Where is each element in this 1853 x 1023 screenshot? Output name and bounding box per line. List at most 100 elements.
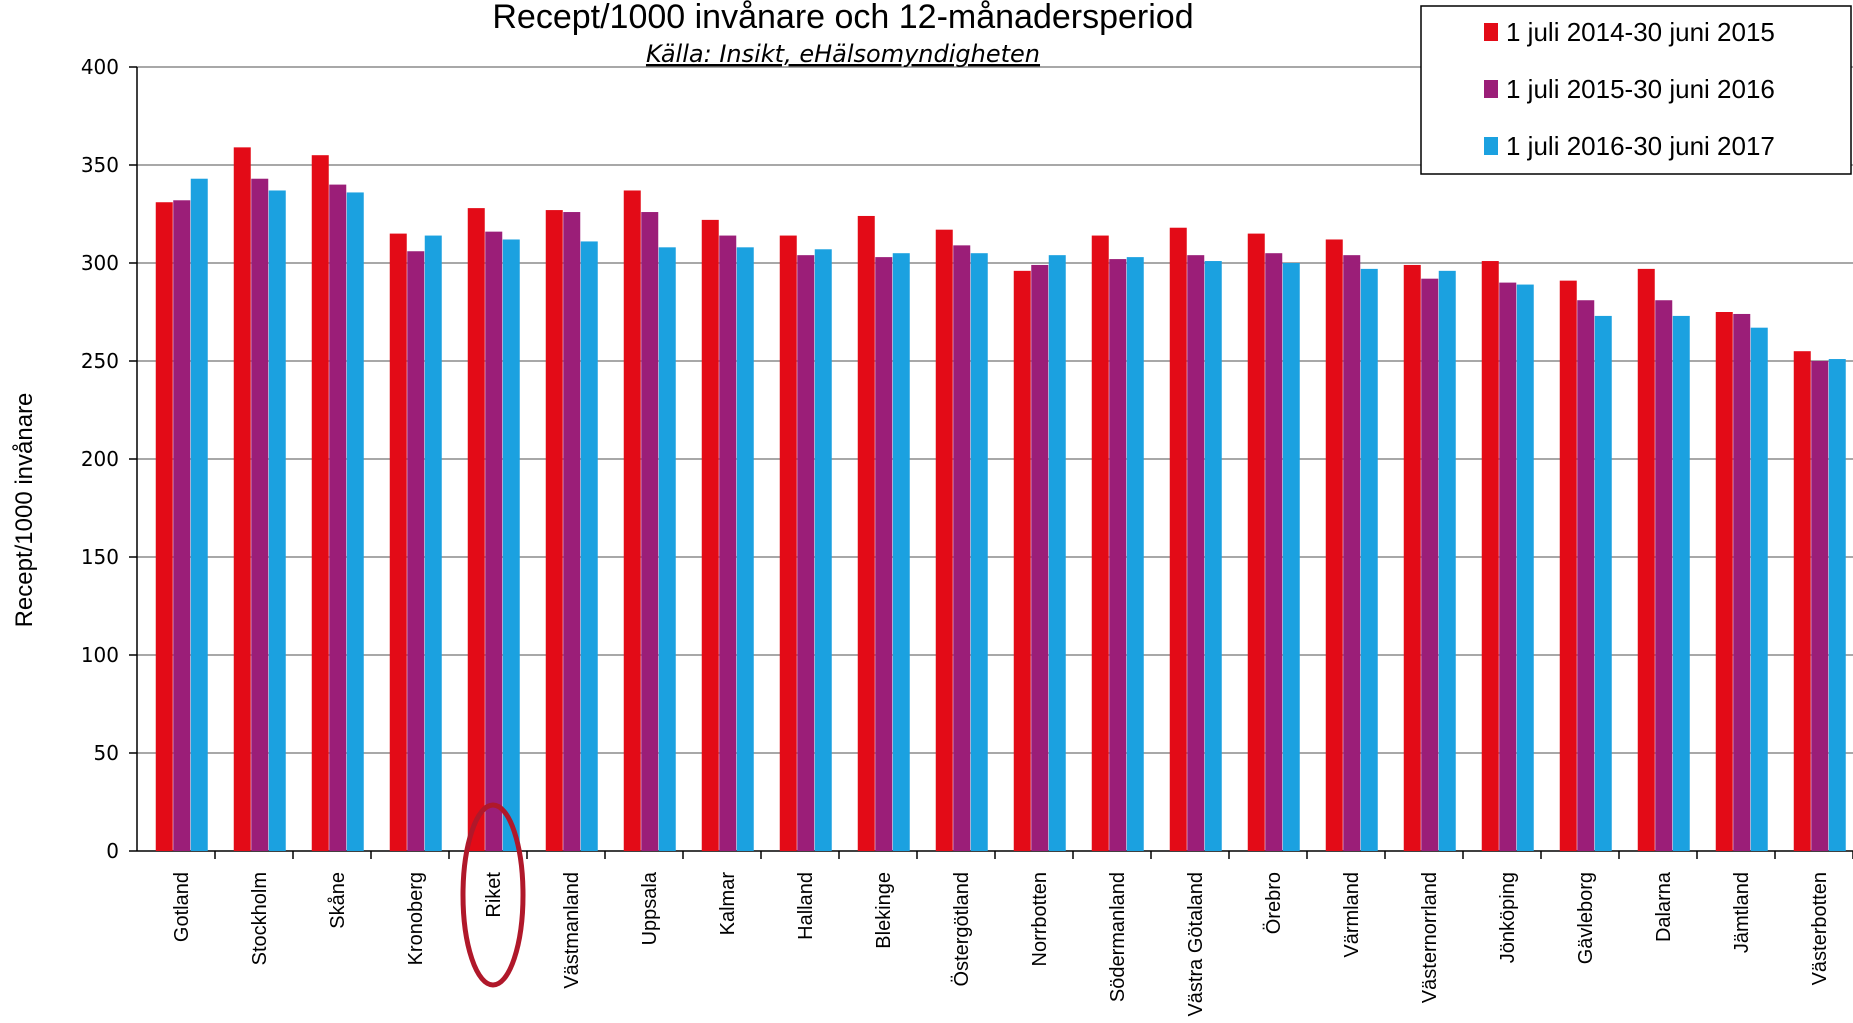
bar-kronoberg-series-1 <box>389 233 407 852</box>
bar-västmanland-series-2 <box>563 212 581 852</box>
bar-västra-götaland-series-1 <box>1169 227 1187 852</box>
category-label: Kronoberg <box>405 872 427 965</box>
bar-norrbotten-series-2 <box>1031 264 1049 852</box>
y-tick-label: 50 <box>94 741 119 765</box>
category-label: Gotland <box>171 872 193 942</box>
category-label: Halland <box>795 872 817 940</box>
bar-västernorrland-series-1 <box>1403 264 1421 852</box>
bar-kronoberg-series-2 <box>407 251 425 852</box>
legend-swatch <box>1484 80 1498 98</box>
y-axis-label: Recept/1000 invånare <box>11 393 38 628</box>
bar-gotland-series-1 <box>155 202 173 852</box>
y-tick-label: 300 <box>81 251 119 275</box>
bar-riket-series-2 <box>485 231 503 851</box>
bar-örebro-series-3 <box>1282 263 1300 851</box>
bar-västerbotten-series-3 <box>1828 359 1846 851</box>
bar-gävleborg-series-3 <box>1594 315 1612 851</box>
y-tick-label: 150 <box>81 545 119 569</box>
category-label: Södermanland <box>1107 872 1129 1002</box>
legend-swatch <box>1484 23 1498 41</box>
category-label: Jönköping <box>1497 872 1519 963</box>
bar-stockholm-series-2 <box>251 178 269 852</box>
bar-södermanland-series-1 <box>1091 235 1109 851</box>
chart-subtitle: Källa: Insikt, eHälsomyndigheten <box>646 40 1040 68</box>
category-label: Uppsala <box>639 871 661 945</box>
bar-dalarna-series-2 <box>1655 300 1673 851</box>
bar-kalmar-series-3 <box>736 247 754 851</box>
y-tick-label: 100 <box>81 643 119 667</box>
bar-jämtland-series-2 <box>1733 313 1751 852</box>
y-tick-label: 350 <box>81 153 119 177</box>
bar-stockholm-series-1 <box>233 147 251 852</box>
category-label: Norrbotten <box>1029 872 1051 967</box>
bar-kronoberg-series-3 <box>424 235 442 851</box>
bar-skåne-series-2 <box>329 184 347 852</box>
bar-dalarna-series-1 <box>1637 268 1655 851</box>
category-label: Stockholm <box>249 872 271 965</box>
bar-jämtland-series-3 <box>1750 327 1768 851</box>
bars <box>155 147 1846 852</box>
bar-uppsala-series-3 <box>658 247 676 851</box>
category-label: Dalarna <box>1653 871 1675 942</box>
category-label: Västmanland <box>561 872 583 989</box>
category-label: Örebro <box>1263 872 1285 934</box>
bar-norrbotten-series-3 <box>1048 255 1066 851</box>
bar-gotland-series-3 <box>190 178 208 852</box>
bar-riket-series-3 <box>502 239 520 852</box>
bar-västmanland-series-1 <box>545 210 563 851</box>
y-tick-label: 400 <box>81 55 119 79</box>
y-tick-label: 0 <box>106 839 119 863</box>
bar-uppsala-series-1 <box>623 190 641 852</box>
bar-örebro-series-2 <box>1265 253 1283 851</box>
bar-halland-series-3 <box>814 249 832 851</box>
bar-värmland-series-3 <box>1360 268 1378 851</box>
legend: 1 juli 2014-30 juni 2015 1 juli 2015-30 j… <box>1420 5 1852 175</box>
category-label: Västerbotten <box>1809 872 1831 985</box>
bar-gotland-series-2 <box>173 200 191 851</box>
bar-västernorrland-series-3 <box>1438 270 1456 852</box>
bar-blekinge-series-2 <box>875 257 893 851</box>
bar-kalmar-series-2 <box>719 235 737 851</box>
bar-skåne-series-1 <box>311 155 329 851</box>
bar-västerbotten-series-2 <box>1811 361 1829 851</box>
category-label: Västra Götaland <box>1185 872 1207 1017</box>
legend-swatch <box>1484 137 1498 155</box>
bar-västerbotten-series-1 <box>1793 351 1811 851</box>
bar-västra-götaland-series-2 <box>1187 255 1205 851</box>
bar-värmland-series-1 <box>1325 239 1343 852</box>
y-tick-labels: 0 50 100 150 200 250 300 350 400 <box>81 55 137 863</box>
bar-riket-series-1 <box>467 208 485 851</box>
category-label: Kalmar <box>717 872 739 936</box>
legend-label: 1 juli 2016-30 juni 2017 <box>1506 131 1775 161</box>
y-tick-label: 200 <box>81 447 119 471</box>
bar-östergötland-series-3 <box>970 253 988 851</box>
bar-östergötland-series-2 <box>953 245 971 852</box>
riket-highlight-circle <box>460 802 526 988</box>
category-labels: Gotland Stockholm Skåne Kronoberg Riket Västm… <box>171 851 1853 1017</box>
bar-blekinge-series-3 <box>892 253 910 851</box>
bar-örebro-series-1 <box>1247 233 1265 852</box>
bar-uppsala-series-2 <box>641 212 659 852</box>
y-tick-label: 250 <box>81 349 119 373</box>
bar-jämtland-series-1 <box>1715 312 1733 851</box>
category-label: Gävleborg <box>1575 872 1597 964</box>
category-label: Riket <box>483 872 505 918</box>
bar-västernorrland-series-2 <box>1421 278 1439 851</box>
category-label: Skåne <box>327 872 349 929</box>
bar-gävleborg-series-2 <box>1577 300 1595 851</box>
bar-blekinge-series-1 <box>857 215 875 851</box>
bar-halland-series-1 <box>779 235 797 851</box>
bar-östergötland-series-1 <box>935 229 953 851</box>
category-label: Blekinge <box>873 872 895 949</box>
category-label: Västernorrland <box>1419 872 1441 1003</box>
bar-dalarna-series-3 <box>1672 315 1690 851</box>
bar-västra-götaland-series-3 <box>1204 261 1222 851</box>
bar-halland-series-2 <box>797 255 815 851</box>
bar-stockholm-series-3 <box>268 190 286 852</box>
bar-jönköping-series-3 <box>1516 284 1534 851</box>
bar-södermanland-series-2 <box>1109 259 1127 852</box>
bar-jönköping-series-2 <box>1499 282 1517 852</box>
category-label: Jämtland <box>1731 872 1753 953</box>
category-label: Östergötland <box>951 872 973 987</box>
